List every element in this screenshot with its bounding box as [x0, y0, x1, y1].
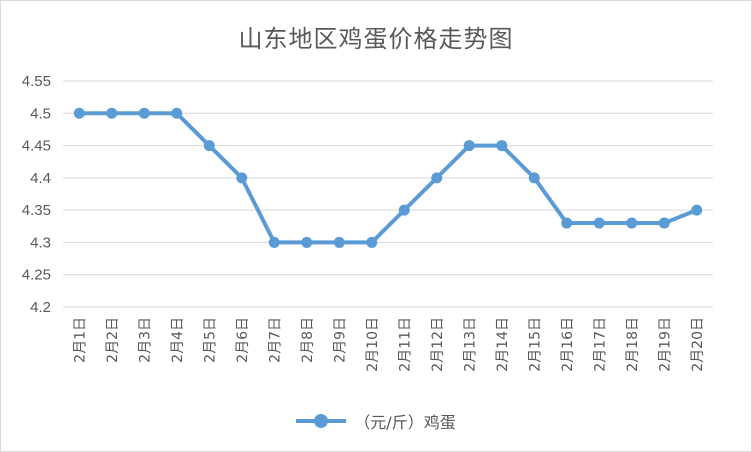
y-tick-label: 4.45: [22, 138, 51, 155]
data-point: [73, 107, 85, 119]
x-axis-ticks: 2月1日 2月2日 2月3日 2月4日 2月5日 2月6日 2月7日 2月8日 2月9日 2月10…: [72, 317, 706, 372]
x-tick-label: 2月7日: [267, 317, 283, 363]
data-point: [593, 217, 605, 229]
x-tick-label: 2月1日: [72, 317, 88, 363]
x-tick-label: 2月6日: [235, 317, 251, 363]
y-tick-label: 4.4: [30, 170, 51, 187]
legend-marker-icon: [296, 411, 347, 431]
data-point: [236, 172, 248, 184]
x-tick-label: 2月20日: [690, 317, 706, 372]
chart-title: 山东地区鸡蛋价格走势图: [238, 25, 514, 53]
x-tick-label: 2月3日: [137, 317, 153, 363]
legend-label: （元/斤）鸡蛋: [354, 413, 456, 432]
y-tick-label: 4.25: [22, 267, 51, 284]
data-point: [366, 236, 378, 248]
y-tick-label: 4.35: [22, 202, 51, 219]
x-tick-label: 2月19日: [657, 317, 673, 372]
y-tick-label: 4.5: [30, 105, 51, 122]
x-tick-label: 2月2日: [105, 317, 121, 363]
data-point: [171, 107, 183, 119]
data-point: [561, 217, 573, 229]
data-point: [138, 107, 150, 119]
y-axis-ticks: 4.2 4.25 4.3 4.35 4.4 4.45 4.5 4.55: [22, 73, 51, 316]
x-tick-label: 2月11日: [397, 317, 413, 372]
data-point: [268, 236, 280, 248]
x-tick-label: 2月4日: [170, 317, 186, 363]
series-egg-price: [73, 107, 703, 248]
x-tick-label: 2月18日: [625, 317, 641, 372]
data-point: [398, 204, 410, 216]
x-tick-label: 2月9日: [332, 317, 348, 363]
data-point: [528, 172, 540, 184]
data-point: [463, 140, 475, 152]
y-tick-label: 4.2: [30, 299, 51, 316]
x-tick-label: 2月17日: [592, 317, 608, 372]
data-point: [106, 107, 118, 119]
x-tick-label: 2月15日: [527, 317, 543, 372]
gridlines: [63, 80, 713, 308]
y-tick-label: 4.55: [22, 73, 51, 90]
x-tick-label: 2月10日: [365, 317, 381, 372]
y-tick-label: 4.3: [30, 234, 51, 251]
x-tick-label: 2月13日: [462, 317, 478, 372]
x-tick-label: 2月16日: [560, 317, 576, 372]
x-tick-label: 2月5日: [202, 317, 218, 363]
legend: （元/斤）鸡蛋: [1, 409, 751, 433]
data-point: [691, 204, 703, 216]
data-point: [496, 140, 508, 152]
data-point: [626, 217, 638, 229]
x-tick-label: 2月14日: [495, 317, 511, 372]
data-point: [431, 172, 443, 184]
x-tick-label: 2月12日: [430, 317, 446, 372]
data-point: [203, 140, 215, 152]
x-tick-label: 2月8日: [300, 317, 316, 363]
data-point: [301, 236, 313, 248]
data-point: [658, 217, 670, 229]
data-point: [333, 236, 345, 248]
